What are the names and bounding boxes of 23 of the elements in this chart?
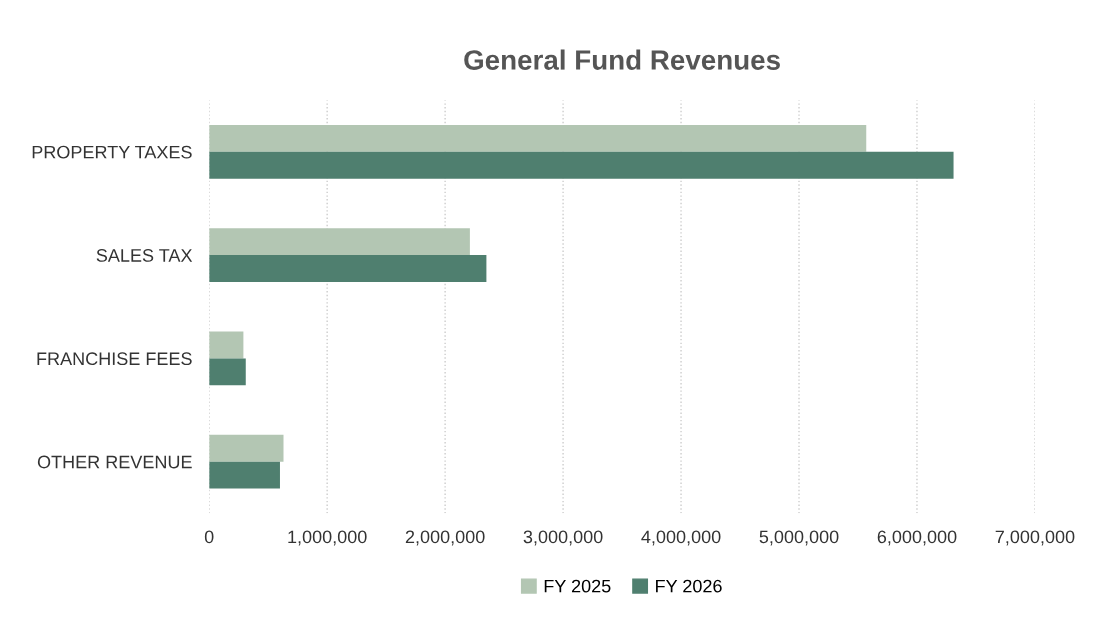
bar xyxy=(209,358,246,386)
x-tick-label: 0 xyxy=(204,530,214,544)
x-tick-label: 3,000,000 xyxy=(523,530,603,546)
bar xyxy=(209,434,284,462)
bar xyxy=(209,461,280,489)
y-tick-label: FRANCHISE FEES xyxy=(37,352,192,366)
x-tick-label: 5,000,000 xyxy=(759,530,839,546)
x-tick-label: 7,000,000 xyxy=(995,530,1075,546)
chart-title: General Fund Revenues xyxy=(464,49,780,70)
bar xyxy=(209,331,244,359)
y-tick-label: OTHER REVENUE xyxy=(37,455,192,469)
x-tick-label: 2,000,000 xyxy=(405,530,485,546)
legend-label: FY 2025 xyxy=(544,579,611,593)
x-tick-label: 6,000,000 xyxy=(877,530,957,546)
y-tick-label: PROPERTY TAXES xyxy=(32,145,192,159)
legend-label: FY 2026 xyxy=(656,579,722,593)
x-tick-label: 4,000,000 xyxy=(641,530,721,546)
y-tick-label: SALES TAX xyxy=(96,249,193,262)
x-tick-label: 1,000,000 xyxy=(288,530,367,546)
bar xyxy=(209,124,867,152)
bar xyxy=(209,151,954,179)
bar xyxy=(209,255,487,282)
bar xyxy=(209,228,470,256)
